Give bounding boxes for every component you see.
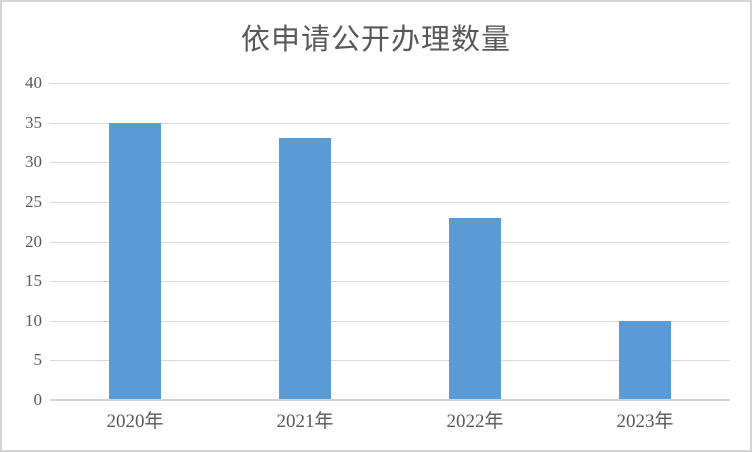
bar	[109, 122, 161, 400]
y-tick-label: 15	[25, 271, 42, 291]
y-tick-label: 25	[25, 191, 42, 211]
y-tick-label: 5	[33, 350, 43, 370]
gridline	[50, 162, 730, 164]
y-tick-label: 35	[25, 112, 42, 132]
chart-title: 依申请公开办理数量	[240, 24, 511, 56]
gridline	[50, 360, 730, 362]
x-axis-labels: 2020年 2021年 2022年 2023年	[50, 409, 730, 435]
gridline	[50, 281, 730, 283]
bar	[449, 217, 501, 400]
gridline	[50, 83, 730, 84]
gridline	[50, 201, 730, 203]
y-tick-label: 40	[25, 73, 42, 92]
bars-layer	[50, 83, 730, 400]
bar	[619, 320, 671, 400]
gridlines-layer	[50, 83, 730, 400]
x-tick-label: 2022年	[446, 411, 504, 432]
y-tick-label: 10	[25, 310, 42, 330]
y-axis-labels: 0 5 10 15 20 25 30 35 40	[2, 73, 43, 409]
x-axis-line	[50, 399, 730, 401]
gridline	[50, 241, 730, 243]
y-tick-label: 30	[25, 152, 42, 172]
y-tick-label: 20	[25, 231, 42, 251]
plot-area	[50, 83, 730, 400]
x-tick-label: 2023年	[616, 411, 674, 432]
x-tick-label: 2021年	[276, 411, 334, 432]
bar	[279, 138, 331, 400]
y-tick-label: 0	[33, 390, 43, 409]
x-tick-label: 2020年	[106, 411, 164, 432]
gridline	[50, 122, 730, 124]
gridline	[50, 320, 730, 322]
